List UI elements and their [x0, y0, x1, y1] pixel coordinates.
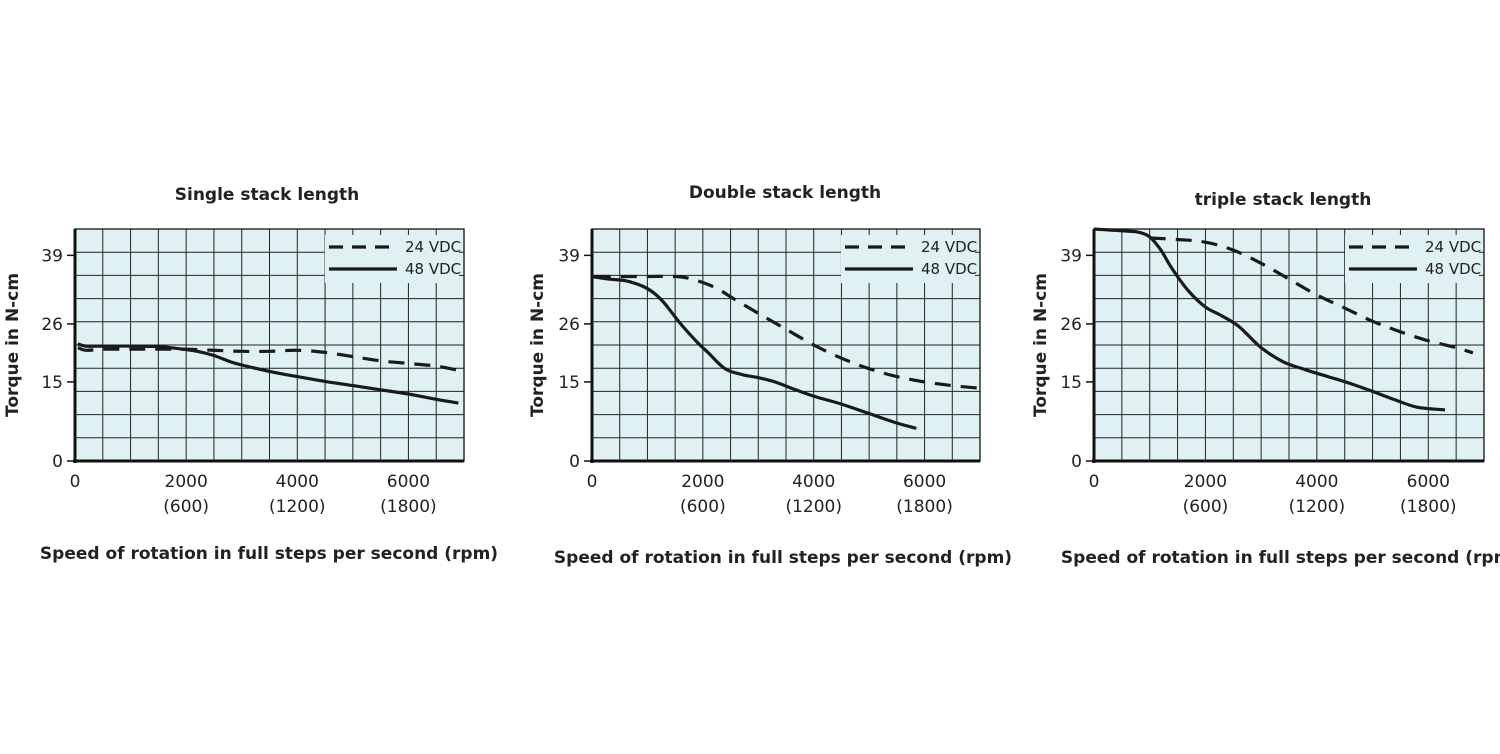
x-tick-label: 6000	[903, 472, 946, 492]
legend-background	[841, 235, 975, 283]
x-tick-label: 4000	[276, 472, 319, 492]
x-tick-label: 2000	[681, 472, 724, 492]
legend-label: 24 VDC	[405, 238, 461, 256]
x-tick-label: 6000	[1407, 472, 1450, 492]
y-tick-label: 26	[41, 315, 63, 335]
series-line-24-vdc	[77, 346, 459, 372]
x-tick-label: 2000	[1184, 472, 1227, 492]
legend: 24 VDC 48 VDC	[841, 235, 977, 283]
legend-label: 48 VDC	[405, 260, 461, 278]
x-axis-label: Speed of rotation in full steps per seco…	[1061, 548, 1500, 568]
chart-title: triple stack length	[1195, 190, 1372, 210]
y-tick-label: 15	[1060, 373, 1082, 393]
x-tick-label: 0	[1089, 472, 1100, 492]
x-tick-rpm-label: (600)	[1183, 497, 1229, 517]
y-axis-label: Torque in N-cm	[1031, 273, 1051, 417]
x-tick-label: 6000	[387, 472, 430, 492]
chart-title: Single stack length	[175, 185, 360, 205]
x-axis-label: Speed of rotation in full steps per seco…	[40, 544, 498, 564]
chart-3: triple stack length Torque in N-cm Speed o…	[1031, 190, 1500, 568]
y-tick-label: 0	[569, 452, 580, 472]
y-tick-label: 15	[41, 373, 63, 393]
legend-background	[325, 235, 459, 283]
legend-label: 48 VDC	[921, 260, 977, 278]
x-tick-rpm-label: (1800)	[1400, 497, 1457, 517]
x-tick-label: 0	[70, 472, 81, 492]
y-tick-label: 39	[558, 246, 580, 266]
y-tick-label: 15	[558, 373, 580, 393]
y-tick-label: 26	[558, 315, 580, 335]
x-tick-label: 2000	[165, 472, 208, 492]
y-tick-label: 39	[41, 246, 63, 266]
chart-1: Single stack length Torque in N-cm Speed o…	[3, 185, 498, 564]
series-line-48-vdc	[591, 274, 917, 430]
x-tick-rpm-label: (1800)	[896, 497, 953, 517]
y-tick-label: 0	[52, 452, 63, 472]
x-axis-label: Speed of rotation in full steps per seco…	[554, 548, 1012, 568]
legend: 24 VDC 48 VDC	[325, 235, 461, 283]
x-tick-rpm-label: (1200)	[1289, 497, 1346, 517]
x-tick-label: 4000	[792, 472, 835, 492]
x-tick-label: 4000	[1295, 472, 1338, 492]
legend-label: 24 VDC	[921, 238, 977, 256]
series-line-24-vdc	[1149, 236, 1474, 355]
y-tick-label: 0	[1071, 452, 1082, 472]
x-tick-rpm-label: (1800)	[380, 497, 437, 517]
y-axis-label: Torque in N-cm	[3, 273, 23, 417]
series-line-48-vdc	[1093, 227, 1446, 412]
chart-2: Double stack length Torque in N-cm Speed o…	[528, 183, 1012, 568]
x-tick-rpm-label: (600)	[163, 497, 209, 517]
x-tick-rpm-label: (1200)	[269, 497, 326, 517]
series-line-48-vdc	[77, 342, 459, 405]
y-axis-label: Torque in N-cm	[528, 273, 548, 417]
legend-background	[1345, 235, 1479, 283]
x-tick-label: 0	[587, 472, 598, 492]
series-line-24-vdc	[594, 274, 981, 390]
legend-label: 24 VDC	[1425, 238, 1481, 256]
x-tick-rpm-label: (600)	[680, 497, 726, 517]
chart-title: Double stack length	[689, 183, 881, 203]
legend-label: 48 VDC	[1425, 260, 1481, 278]
y-tick-label: 26	[1060, 315, 1082, 335]
y-tick-label: 39	[1060, 246, 1082, 266]
x-tick-rpm-label: (1200)	[785, 497, 842, 517]
legend: 24 VDC 48 VDC	[1345, 235, 1481, 283]
grid-lines	[592, 229, 980, 461]
